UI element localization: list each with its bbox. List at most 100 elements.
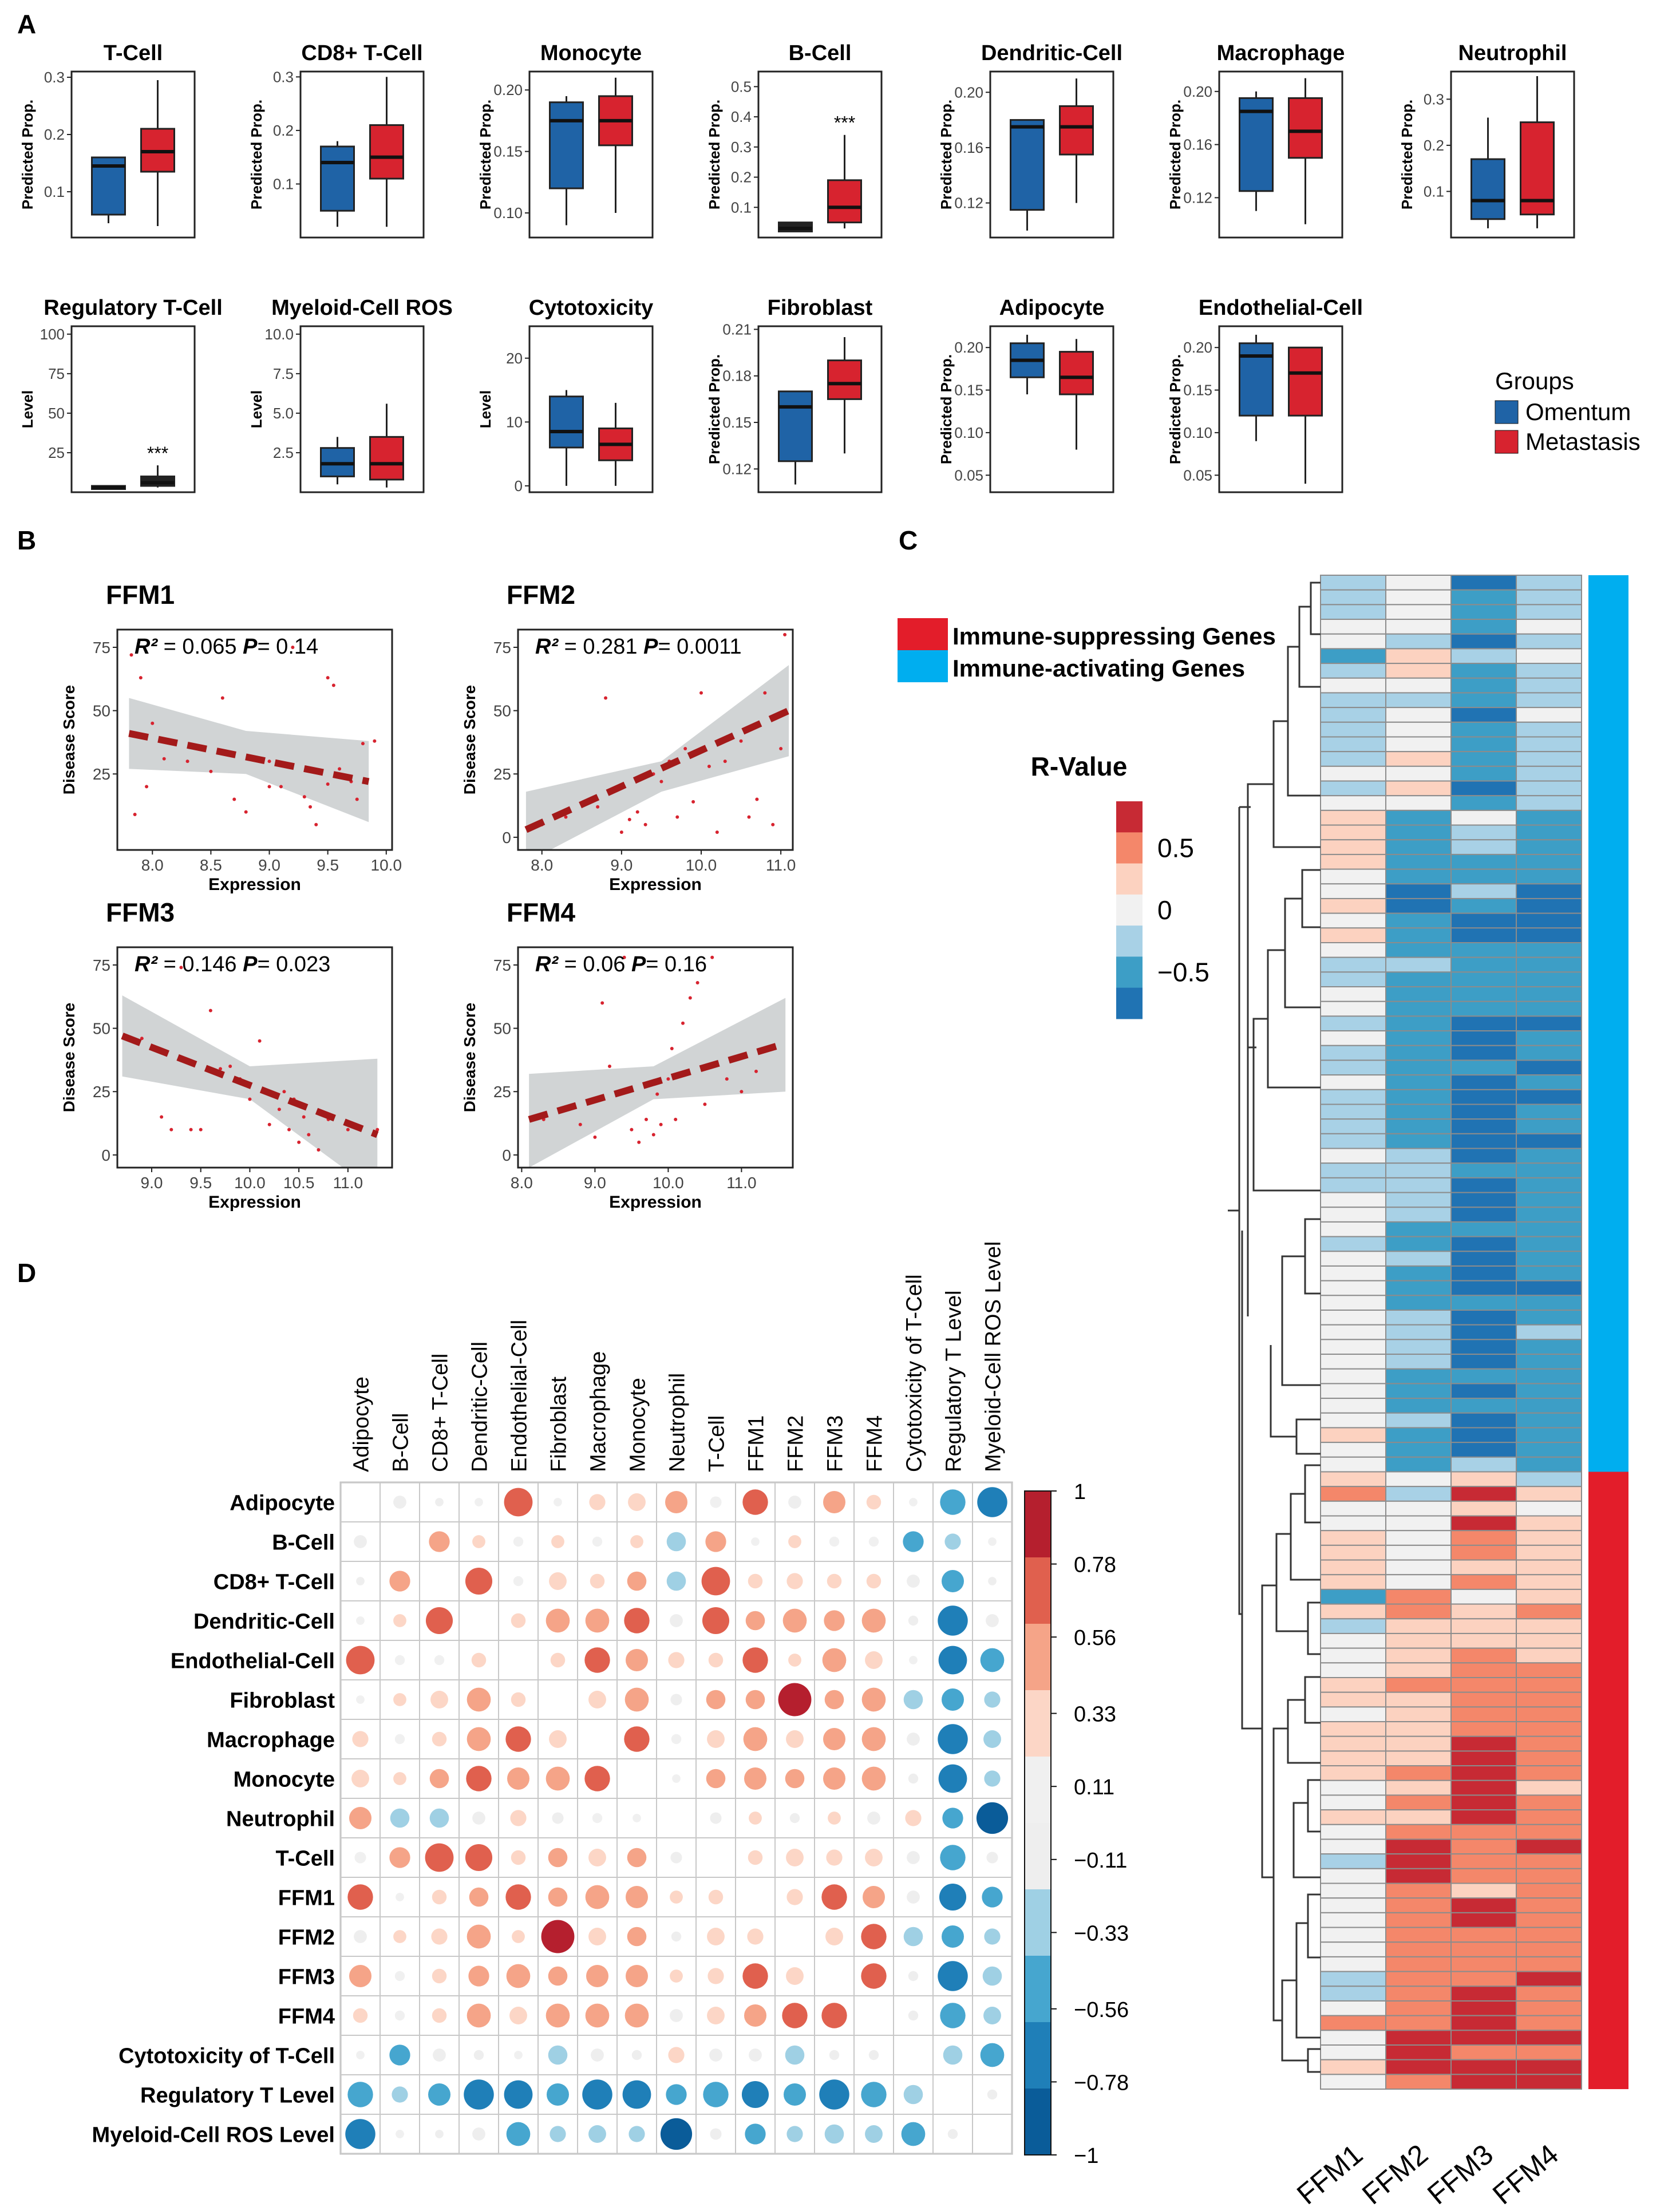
correlation-circle [548,1966,568,1986]
box-metastasis [1059,105,1094,156]
correlation-circle [432,1731,447,1747]
box-omentum [1239,342,1274,417]
heatmap-cell [1385,1868,1452,1884]
heatmap-cell [1516,736,1582,753]
correlation-circle [907,1733,920,1746]
data-point [160,1115,164,1119]
dendrogram-branch [1307,2048,1321,2073]
box-omentum [1239,97,1274,192]
heatmap-cell [1320,2044,1386,2060]
data-point [747,815,751,819]
box-metastasis [369,436,404,481]
dendrogram-branch [1307,1893,1321,1959]
data-point [635,810,639,814]
y-tick-label: 0.12 [722,460,752,477]
plot-frame [528,325,654,493]
boxplot-title: Cytotoxicity [529,296,653,320]
heatmap-cell [1320,1588,1386,1605]
correlation-circle [707,1968,724,1984]
r-squared-symbol: R² [535,952,559,976]
heatmap-cell [1516,1750,1582,1767]
heatmap-cell [1320,1368,1386,1385]
heatmap-cell [1450,633,1517,650]
box-metastasis [1288,346,1323,417]
boxplot-t-cell: T-Cell Predicted Prop. 0.1 0.2 0.3 [19,41,196,239]
heatmap-cell [1320,1662,1386,1679]
colorbar-tick-label: 1 [1074,1480,1086,1504]
correlation-circle [624,1687,649,1712]
heatmap-cell [1385,795,1452,811]
matrix-row-label: Fibroblast [230,1689,335,1713]
data-point [302,1115,306,1119]
y-tick-label: 0.2 [1424,137,1444,154]
correlation-circle [980,2043,1005,2067]
heatmap-cell [1450,1104,1517,1120]
heatmap-cell [1385,1985,1452,2002]
heatmap-cell [1385,912,1452,929]
correlation-circle [627,1571,647,1591]
x-tick-label: 8.0 [141,856,164,874]
heatmap-cell [1450,1045,1517,1061]
heatmap-cell [1385,1486,1452,1502]
colorbar-segment [1116,863,1143,895]
correlation-circle [822,1648,847,1672]
correlation-circle [630,1535,643,1548]
data-point [162,757,166,761]
heatmap-cell [1320,1574,1386,1590]
heatmap-cell [1320,2059,1386,2075]
heatmap-cell [1320,589,1386,606]
stats-label: R² = 0.065 P= 0.14 [135,635,318,659]
heatmap-cell [1320,1162,1386,1178]
colorbar-segment [1025,1557,1051,1624]
matrix-row-label: FFM4 [278,2005,335,2029]
correlation-circle [393,1772,406,1785]
y-tick-label: 0.5 [731,78,752,95]
heatmap-cell [1320,1427,1386,1443]
correlation-circle [352,1731,369,1747]
correlation-circle [745,1611,765,1631]
heatmap-cell [1450,1207,1517,1223]
correlation-circle [389,1847,410,1868]
heatmap-cell [1450,1280,1517,1296]
y-tick-label: 50 [93,1020,110,1038]
correlation-circle [393,1496,406,1509]
data-point [670,1047,674,1051]
heatmap-cell [1450,1618,1517,1634]
heatmap-cell [1320,692,1386,709]
p-symbol: P [243,635,258,659]
heatmap-cell [1516,2015,1582,2031]
regression-line [128,730,370,785]
x-tick-label: 10.0 [686,856,717,874]
stats-label: R² = 0.06 P= 0.16 [535,952,707,976]
correlation-circle [786,1889,803,1905]
legend-label-omentum: Omentum [1525,398,1631,425]
heatmap-cell [1516,986,1582,1002]
heatmap-cell [1516,1574,1582,1590]
heatmap-cell [1516,677,1582,694]
r-squared-value: = 0.06 [558,952,631,976]
correlation-circle [980,1648,1005,1672]
boxplot-dendritic-cell: Dendritic-Cell Predicted Prop. 0.12 0.16 0.2… [938,41,1122,239]
heatmap-cell [1385,1853,1452,1869]
plot-frame [1450,70,1575,239]
heatmap-cell [1320,780,1386,797]
correlation-circle [585,1608,610,1633]
y-tick-label: 10.0 [264,326,294,343]
correlation-circle [982,1966,1002,1986]
heatmap-cell [1385,1603,1452,1620]
data-point [674,1117,678,1121]
box-metastasis [1288,97,1323,159]
correlation-circle [510,1810,527,1826]
correlation-circle [624,2003,649,2028]
box-omentum [1010,119,1045,211]
heatmap-cell [1385,971,1452,988]
panel-label-b: B [17,525,36,555]
y-tick-label: 0.15 [954,382,983,399]
heatmap-cell [1320,1192,1386,1208]
matrix-column-label: Neutrophil [666,1373,690,1472]
y-axis-label: Predicted Prop. [938,100,955,209]
heatmap-cell [1320,1310,1386,1326]
correlation-circle [670,2009,683,2022]
y-axis-label: Level [19,390,36,429]
